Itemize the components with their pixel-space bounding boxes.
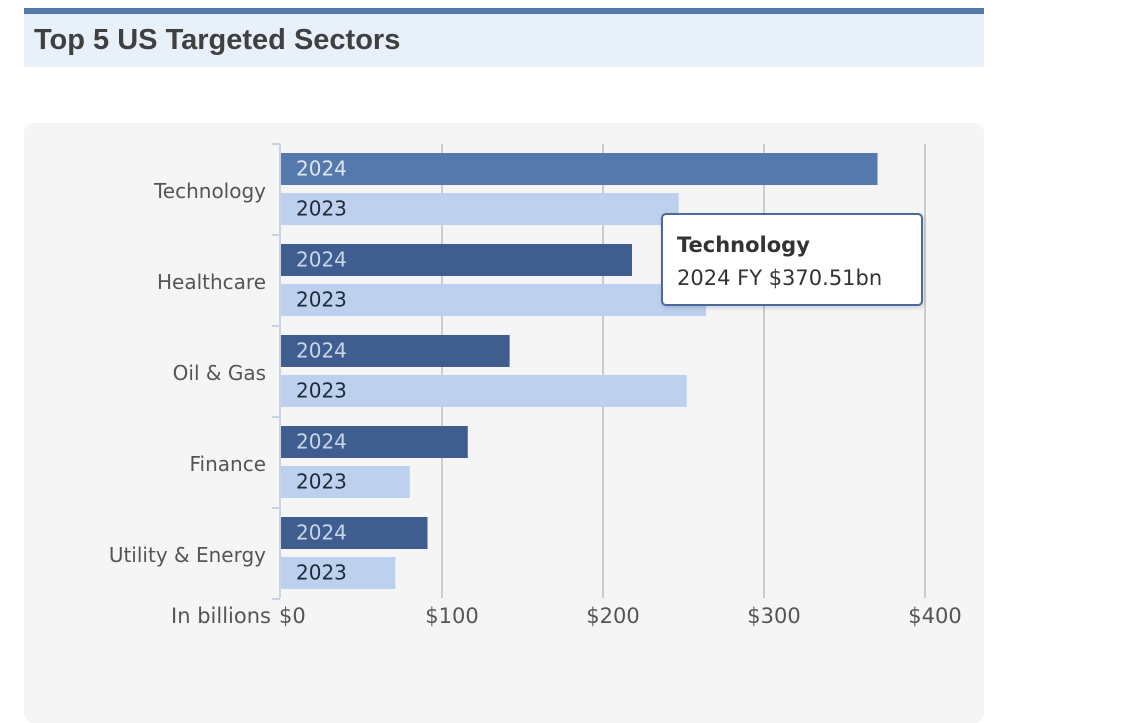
bar-2024: [281, 335, 510, 367]
bar-label-2024: 2024: [296, 248, 347, 272]
category-label: Technology: [153, 179, 266, 203]
x-tick-label: $400: [908, 604, 961, 628]
bar-2023: [281, 466, 410, 498]
bar-label-2023: 2023: [296, 379, 347, 403]
bar-2024: [281, 153, 878, 185]
bar-2024: [281, 426, 468, 458]
category-label: Finance: [189, 452, 266, 476]
x-tick-label: $100: [425, 604, 478, 628]
bar-label-2024: 2024: [296, 339, 347, 363]
bar-label-2024: 2024: [296, 430, 347, 454]
bar-label-2023: 2023: [296, 470, 347, 494]
category-label: Healthcare: [157, 270, 266, 294]
category-label: Oil & Gas: [173, 361, 266, 385]
bar-2024: [281, 244, 632, 276]
tooltip-title: Technology: [677, 233, 810, 257]
x-tick-label: $200: [586, 604, 639, 628]
chart-tooltip: Technology 2024 FY $370.51bn: [661, 213, 923, 306]
header-accent-bar: [24, 8, 984, 14]
bar-2023: [281, 284, 707, 316]
page-title: Top 5 US Targeted Sectors: [34, 24, 401, 56]
bar-chart: Technology 2024 2023 Healthcare 2024 2023 Oil …: [109, 143, 962, 628]
tooltip-value: 2024 FY $370.51bn: [677, 266, 883, 290]
x-axis-title: In billions: [171, 604, 271, 628]
header: Top 5 US Targeted Sectors: [24, 14, 984, 67]
bar-2023: [281, 193, 679, 225]
bar-2023: [281, 557, 396, 589]
bar-label-2024: 2024: [296, 157, 347, 181]
category-label: Utility & Energy: [109, 543, 266, 567]
bar-label-2024: 2024: [296, 521, 347, 545]
x-tick-label: $300: [747, 604, 800, 628]
x-tick-label: $0: [279, 604, 306, 628]
bar-label-2023: 2023: [296, 197, 347, 221]
bar-2024: [281, 517, 428, 549]
bar-label-2023: 2023: [296, 288, 347, 312]
bar-label-2023: 2023: [296, 561, 347, 585]
bar-2023: [281, 375, 687, 407]
